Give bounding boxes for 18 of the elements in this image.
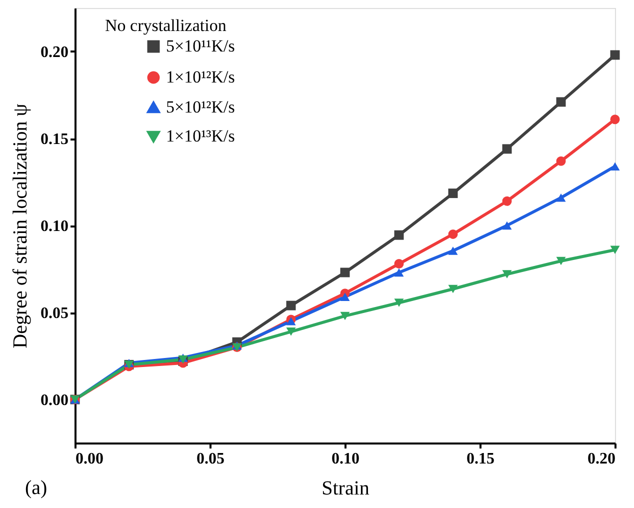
legend-label: 1×10¹³K/s — [166, 126, 235, 146]
x-tick-label: 0.00 — [76, 450, 104, 468]
x-tick-label: 0.15 — [466, 450, 494, 468]
x-tick-label: 0.10 — [332, 450, 360, 468]
legend-label: 5×10¹¹K/s — [166, 36, 235, 56]
annotation: No crystallization — [105, 16, 227, 35]
y-axis-title: Degree of strain localization ψ — [10, 103, 32, 348]
text: (a) — [25, 477, 48, 499]
x-tick-label: 0.20 — [588, 450, 616, 468]
y-tick-label: 0.20 — [40, 44, 68, 61]
y-tick-label: 0.05 — [40, 305, 68, 322]
y-tick-label: 0.15 — [40, 131, 68, 148]
legend-label: 5×10¹²K/s — [166, 98, 235, 116]
y-tick-label: 0.00 — [40, 392, 68, 409]
x-axis-title: Strain — [322, 478, 370, 500]
x-tick-label: 0.05 — [196, 450, 224, 468]
legend-label: 1×10¹²K/s — [166, 68, 235, 86]
y-tick-label: 0.10 — [40, 218, 68, 235]
